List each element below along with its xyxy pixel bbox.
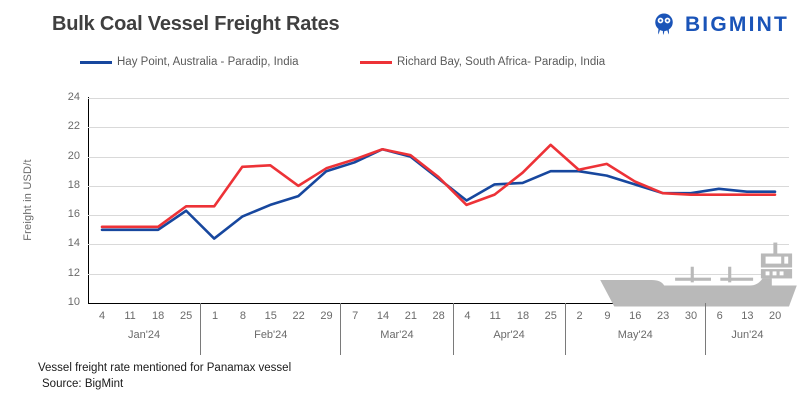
x-axis-day-tick: 14 [376,310,390,322]
cargo-ship-icon [600,242,797,307]
x-axis-month-group: 1 8 15 22 29 Feb'24 [200,303,340,355]
x-axis-day-tick: 9 [604,310,611,322]
y-axis-tick: 12 [67,266,80,279]
y-axis-tick: 10 [67,296,80,308]
legend-label-richard-bay: Richard Bay, South Africa- Paradip, Indi… [397,56,606,68]
x-axis-day-tick: 29 [320,310,333,322]
x-axis-day-tick: 16 [629,310,642,322]
x-axis-month-group: 2 9 16 23 30 May'24 [564,303,705,355]
x-axis-day-tick: 2 [576,310,583,322]
x-axis-day-tick: 6 [716,310,723,322]
chart-legend: Hay Point, Australia - Paradip, India Ri… [0,56,807,76]
x-axis-day-tick: 7 [352,310,359,322]
x-axis-day-tick: 20 [768,310,782,322]
x-axis-day-tick: 4 [464,310,471,322]
y-axis-tick: 24 [67,91,80,103]
x-axis-day-tick: 4 [98,310,106,322]
x-axis-day-tick: 18 [516,310,530,322]
x-axis-month-group: 4 11 18 25 Jan'24 [88,303,200,355]
x-axis-month-group: 7 14 21 28 Mar'24 [340,303,452,355]
chart-plot-area: Freight in USD/t 24 22 20 18 16 14 12 10 [0,84,807,314]
x-axis-month-label: Feb'24 [254,329,288,341]
y-axis-tick: 16 [67,208,80,221]
x-axis-day-tick: 21 [404,310,417,322]
y-axis-tick: 22 [67,120,80,133]
brand-logo: BIGMINT [650,10,789,38]
gridline [88,303,789,304]
x-axis-month-label: Apr'24 [493,329,525,341]
series-canvas [88,98,789,304]
x-axis-day-tick: 1 [212,310,219,322]
x-axis-month-group: 6 13 20 Jun'24 [704,303,789,355]
x-axis-day-tick: 30 [684,310,698,322]
footer-source: Source: BigMint [42,378,124,390]
x-axis-day-tick: 22 [292,310,305,322]
x-axis-month-label: Jan'24 [128,329,161,341]
chart-header: Bulk Coal Vessel Freight Rates BIGMINT [0,0,807,48]
y-axis-label: Freight in USD/t [22,159,34,241]
gridline [88,244,789,246]
x-axis-day-tick: 25 [544,310,557,322]
legend-label-hay-point: Hay Point, Australia - Paradip, India [117,56,299,68]
x-axis-day-tick: 23 [656,310,670,322]
page-title: Bulk Coal Vessel Freight Rates [52,13,340,35]
x-axis-day-tick: 18 [151,310,165,322]
legend-swatch-blue [80,60,112,64]
x-axis-day-tick: 25 [180,310,193,322]
legend-item-hay-point[interactable]: Hay Point, Australia - Paradip, India [80,56,299,68]
x-axis-day-tick: 11 [489,310,501,322]
line-series-svg [88,98,789,303]
brand-name: BIGMINT [684,12,789,36]
x-axis: 4 11 18 25 Jan'24 1 8 15 22 29 Feb'24 7 14 21 28 Mar'24… [88,303,789,355]
x-axis-day-tick: 15 [264,310,277,322]
gridline [88,215,789,217]
bigmint-logo-icon [655,13,673,35]
gridline [88,273,789,275]
x-axis-month-label: Mar'24 [380,329,414,341]
chart-footer: Vessel freight rate mentioned for Panama… [38,362,291,390]
gridline [88,98,789,99]
x-axis-day-tick: 8 [239,310,246,322]
x-axis-month-label: Jun'24 [731,329,764,341]
legend-item-richard-bay[interactable]: Richard Bay, South Africa- Paradip, Indi… [360,56,605,68]
x-axis-day-tick: 28 [432,310,445,322]
y-axis-line [88,97,89,304]
y-axis-tick: 14 [67,237,80,250]
gridline [88,156,789,158]
x-axis-day-tick: 11 [124,310,136,322]
series-line-richard-bay [102,145,775,227]
legend-swatch-red [360,60,392,64]
footer-note: Vessel freight rate mentioned for Panama… [38,362,292,374]
x-axis-month-group: 4 11 18 25 Apr'24 [452,303,565,355]
x-axis-month-label: May'24 [617,329,653,341]
y-axis-tick: 20 [67,149,80,162]
y-axis-tick: 18 [67,178,80,191]
gridline [88,185,789,187]
x-axis-day-tick: 13 [741,310,754,322]
gridline [88,127,789,129]
